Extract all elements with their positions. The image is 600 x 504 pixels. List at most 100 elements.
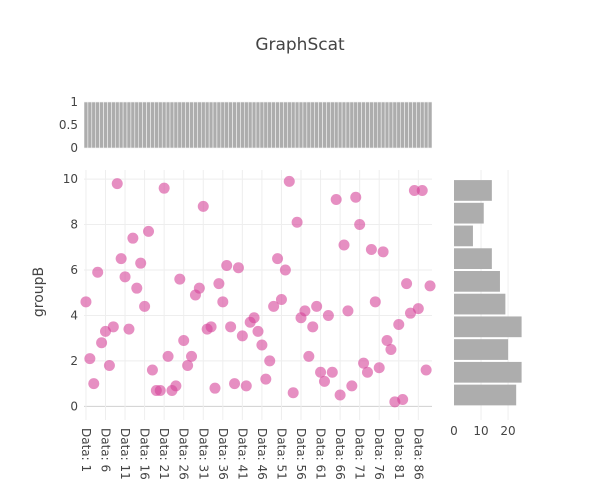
scatter-point [260,373,272,385]
scatter-point [381,334,393,346]
top-hist-bar [161,101,167,149]
top-hist-bar [251,101,257,149]
scatter-point [229,378,241,390]
side-histogram: 0 10 20 [450,170,522,438]
y-axis-label: groupB [31,267,47,317]
side-hist-bar [454,180,492,201]
y-tick-label: 0 [70,399,78,413]
side-hist-tick-label: 20 [500,424,515,438]
top-hist-bar [158,101,163,149]
top-hist-bar [267,101,272,149]
top-hist-bar [377,101,382,149]
scatter-point [385,344,397,356]
x-tick-label: Data: 21 [157,428,171,480]
scatter-point [236,330,248,342]
side-hist-bar [454,361,522,383]
y-tick-label: 4 [70,308,78,322]
top-hist-bar [361,101,366,149]
scatter-point [279,264,291,276]
scatter-point [291,216,303,228]
scatter-point [268,300,280,312]
top-hist-bar [353,101,358,149]
scatter-point [377,246,389,258]
top-hist-bar [306,101,312,149]
scatter-point [256,339,268,351]
x-tick-label: Data: 1 [79,428,93,472]
y-axis-ticks: 0 2 4 6 8 10 [63,172,78,413]
scatter-point [186,350,198,362]
top-hist-bar [365,101,370,149]
scatter-point [135,257,147,269]
y-tick-label: 6 [70,263,78,277]
scatter-point [158,182,170,194]
top-hist-bar [228,101,233,149]
x-tick-label: Data: 16 [138,428,152,480]
scatter-point [225,321,237,333]
scatter-point [311,300,323,312]
top-hist-bar [244,101,249,149]
top-hist-bar [341,101,347,149]
chart-title: GraphScat [255,35,345,55]
top-hist-bar [290,101,296,149]
scatter-point [182,359,194,371]
side-hist-bar [454,293,506,315]
top-hist-bar [103,101,108,149]
scatter-point [193,282,205,294]
top-hist-bar [142,101,147,149]
top-hist-bar [255,101,261,149]
top-hist-bar [310,101,315,149]
top-hist-bar [169,101,175,149]
scatter-point [334,389,346,401]
scatter-point [393,319,405,331]
top-hist-bar [177,101,183,149]
scatter-point [408,184,420,196]
top-hist-bar [212,101,218,149]
scatter-point [361,366,373,378]
scatter-point [127,232,139,244]
scatter-point [213,278,225,290]
scatter-point [103,359,115,371]
scatter-point [283,175,295,187]
scatter-point [342,305,354,317]
side-hist-bar [454,339,509,360]
top-hist-bar [150,101,155,149]
x-tick-label: Data: 61 [314,428,328,480]
top-hist-bar [115,101,120,149]
scatter-point [197,200,209,212]
scatter-point [326,366,338,378]
x-tick-label: Data: 6 [99,428,113,472]
scatter-point [338,239,350,251]
x-tick-label: Data: 36 [216,428,230,480]
x-tick-label: Data: 66 [333,428,347,480]
top-hist-bar [279,101,284,149]
top-hist-bar [396,101,401,149]
scatter-point [397,394,409,406]
scatter-point [248,312,260,324]
top-hist-bar [318,101,323,149]
scatter-point [373,362,385,374]
scatter-point [123,323,135,335]
scatter-point [88,378,100,390]
x-tick-label: Data: 76 [372,428,386,480]
top-hist-bar [134,101,139,149]
top-hist-bar [369,101,374,149]
scatter-point [330,194,342,206]
top-hist-bar [138,101,143,149]
side-hist-tick-label: 0 [450,424,458,438]
side-hist-bar [454,316,522,338]
x-tick-label: Data: 71 [353,428,367,480]
top-hist-bar [173,101,179,149]
top-hist-bar [259,101,265,149]
scatter-point [154,384,166,396]
y-tick-label: 10 [63,172,78,186]
top-hist-bar [322,101,327,149]
scatter-point [299,305,311,317]
scatter-point [369,296,381,308]
scatter-point [92,266,104,278]
scatter-point [424,280,436,292]
top-hist-bar [423,101,429,149]
scatter-point [354,219,366,231]
top-hist-bar [392,101,398,149]
x-tick-label: Data: 11 [118,428,132,480]
